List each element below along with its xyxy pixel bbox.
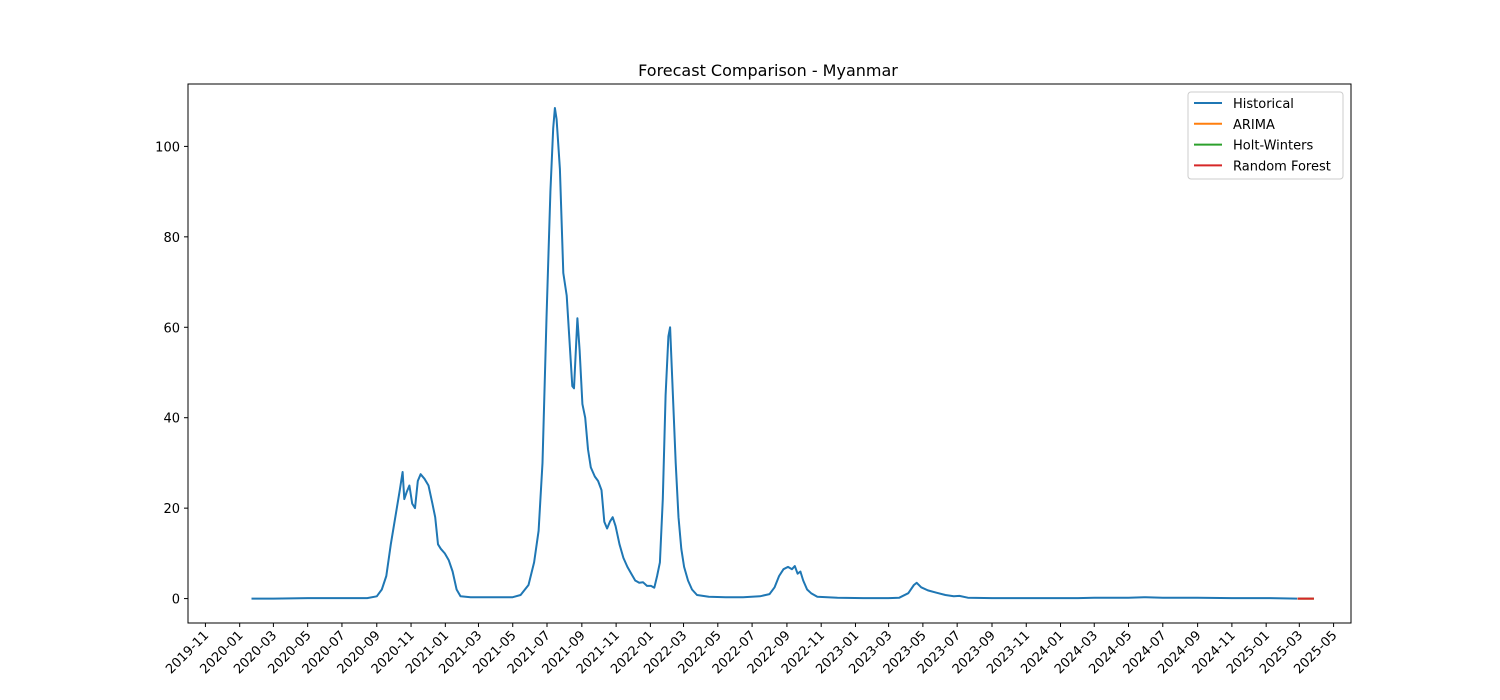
series-line-0 [251,107,1298,600]
y-tick-label: 40 [163,412,180,427]
y-tick-label: 0 [172,593,180,608]
y-tick-label: 100 [155,140,180,155]
legend-label: Historical [1233,97,1294,112]
y-tick-label: 80 [163,231,180,246]
plot-frame [187,83,1352,624]
y-tick-label: 20 [163,502,180,517]
y-axis: 0 20 40 60 80 100 [155,140,188,608]
legend-box [1187,91,1344,180]
legend-label: Holt-Winters [1233,139,1313,154]
y-tick-label: 60 [163,321,180,336]
chart-title: Forecast Comparison - Myanmar [638,61,898,80]
legend-label: Random Forest [1233,159,1331,174]
series-layer [251,107,1314,600]
legend: Historical ARIMA Holt-Winters Random Forest [1187,91,1344,180]
legend-label: ARIMA [1233,118,1275,133]
